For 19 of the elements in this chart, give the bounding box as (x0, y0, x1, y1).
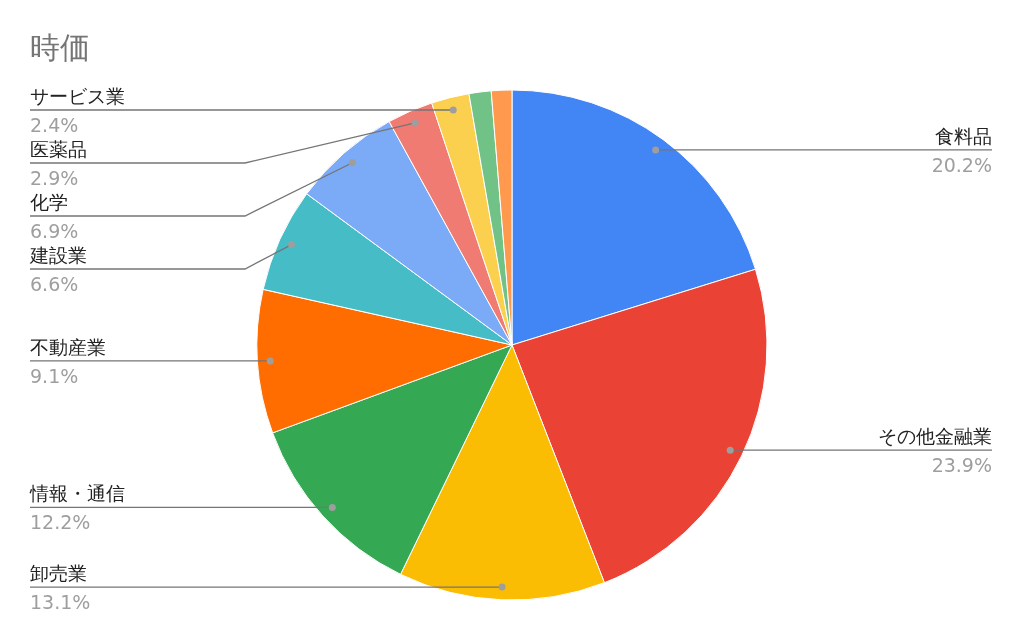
slice-label: 医薬品 (30, 137, 87, 160)
slice-label: 食料品 (935, 124, 992, 147)
slice-label: サービス業 (30, 84, 125, 107)
slice-label: 化学 (30, 190, 68, 213)
slice-label: 卸売業 (30, 562, 87, 585)
slice-label: 建設業 (29, 243, 87, 266)
chart-title: 時価 (30, 30, 90, 65)
data-label: 12.2% (30, 511, 91, 534)
data-label: 6.6% (30, 272, 79, 295)
data-label: 23.9% (931, 454, 992, 477)
data-label: 6.9% (30, 219, 79, 242)
slice-label: 情報・通信 (29, 482, 125, 505)
data-label: 13.1% (30, 591, 91, 614)
slice-label: 不動産業 (30, 335, 106, 358)
data-label: 9.1% (30, 364, 79, 387)
data-label: 2.9% (30, 166, 79, 189)
slice-label: その他金融業 (878, 425, 992, 448)
data-label: 2.4% (30, 113, 79, 136)
data-label: 20.2% (931, 153, 992, 176)
